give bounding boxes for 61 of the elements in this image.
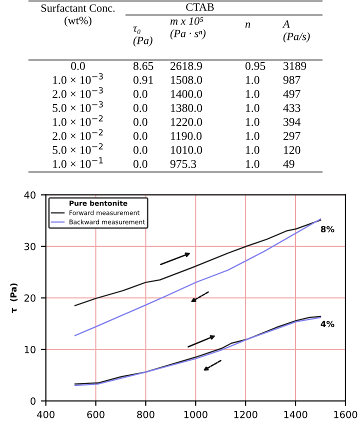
y-tick-label: 20 [24,294,36,302]
text: 1.0 [246,76,260,84]
y-tick-label: 40 [24,191,36,199]
text: 0.0 [133,104,148,112]
y-tick-label: 10 [24,346,36,354]
text: 1508.0 [171,76,202,84]
text: 0.0 [71,62,85,70]
x-tick-label: 1200 [234,410,258,418]
text: 975.3 [170,160,196,168]
x-tick-label: 800 [137,410,154,418]
text: 8.65 [133,62,154,70]
y-axis-title: τ (Pa) [10,283,18,313]
text: 1010.0 [171,146,202,154]
text: 1380.0 [171,104,202,112]
text: 1.0 [246,160,260,168]
text: 1.0 × 10$^{−3}$ [53,73,103,84]
text: 120 [284,146,300,154]
text: 0.95 [245,62,266,70]
annotation: 8% [320,226,334,232]
annotation: 4% [320,320,334,328]
text: 433 [283,104,300,112]
text: CTAB [186,3,214,11]
text: A (Pa/s) [282,20,310,42]
x-tick-label: 600 [87,410,104,418]
text: 2618.9 [170,62,202,70]
text: 1.0 [246,118,260,126]
text: 497 [283,90,300,98]
x-tick-label: 400 [37,410,54,418]
y-tick-label: 0 [30,397,36,405]
x-tick-label: 1000 [184,410,208,418]
text: 5.0 × 10$^{−2}$ [52,143,103,154]
text: Surfactant Conc. (wt%) [41,4,115,26]
text: 3189 [284,62,306,70]
text: 0.0 [133,146,148,154]
text: 297 [284,132,300,140]
text: 1.0 × 10$^{−2}$ [53,115,103,126]
text: 1.0 [246,132,260,140]
text: 1.0 [246,104,260,112]
text: m x 10⁵ (Pa · sⁿ) [170,17,206,40]
text: 394 [284,118,301,126]
text: 1.0 × 10$^{−1}$ [53,157,103,168]
text: 0.91 [133,76,153,84]
text: 0.0 [133,118,148,126]
text: 2.0 × 10$^{−2}$ [52,129,103,140]
text: 1.0 [246,90,260,98]
x-tick-label: 1400 [284,410,308,418]
x-tick-label: 1600 [334,410,358,418]
text: 1220.0 [171,118,202,126]
text: 1190.0 [171,132,202,140]
y-tick-label: 30 [24,242,36,250]
text: 1.0 [246,146,260,154]
text: 0.0 [133,132,148,140]
text: n [245,22,250,28]
text: 987 [283,76,300,84]
text: 0.0 [133,90,148,98]
text: 1400.0 [171,90,202,98]
text: 0.0 [133,160,148,168]
text: 5.0 × 10$^{−3}$ [52,101,103,112]
text: 49 [283,160,294,168]
text: τ₀ (Pa) [133,26,152,46]
text: 2.0 × 10$^{−3}$ [52,87,103,98]
